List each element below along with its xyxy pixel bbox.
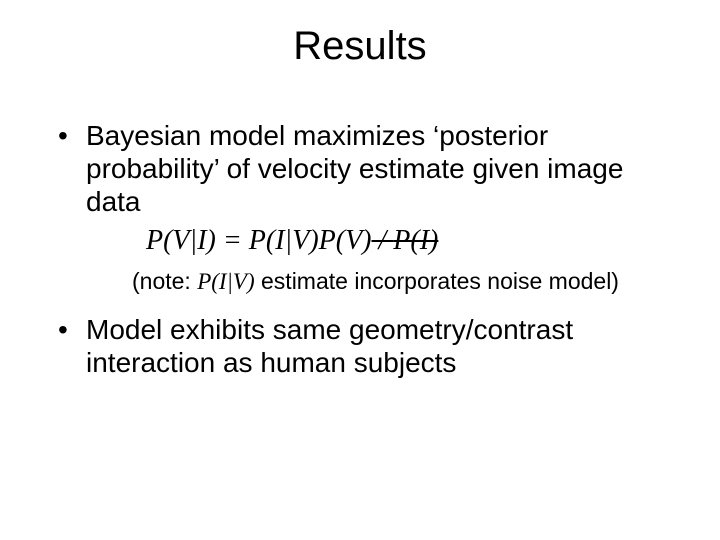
note-pre: (note: — [132, 268, 197, 294]
formula-note: (note: P(I|V) estimate incorporates nois… — [132, 268, 680, 296]
bullet-list: Bayesian model maximizes ‘posterior prob… — [58, 119, 680, 379]
formula-lhs: P(V|I) = P(I|V)P(V) — [146, 225, 372, 256]
bullet-text-2: Model exhibits same geometry/contrast in… — [86, 314, 573, 378]
note-piv: P(I|V) — [197, 269, 254, 294]
note-post: estimate incorporates noise model) — [255, 268, 619, 294]
slide: Results Bayesian model maximizes ‘poster… — [0, 0, 720, 540]
bullet-text-1: Bayesian model maximizes ‘posterior prob… — [86, 120, 623, 217]
formula-rhs: P(I) — [393, 225, 438, 256]
bayes-formula: P(V|I) = P(I|V)P(V) / P(I) — [146, 224, 680, 258]
slide-title: Results — [40, 24, 680, 69]
bullet-item-1: Bayesian model maximizes ‘posterior prob… — [58, 119, 680, 295]
bullet-item-2: Model exhibits same geometry/contrast in… — [58, 313, 680, 379]
formula-slash: / — [372, 225, 394, 256]
